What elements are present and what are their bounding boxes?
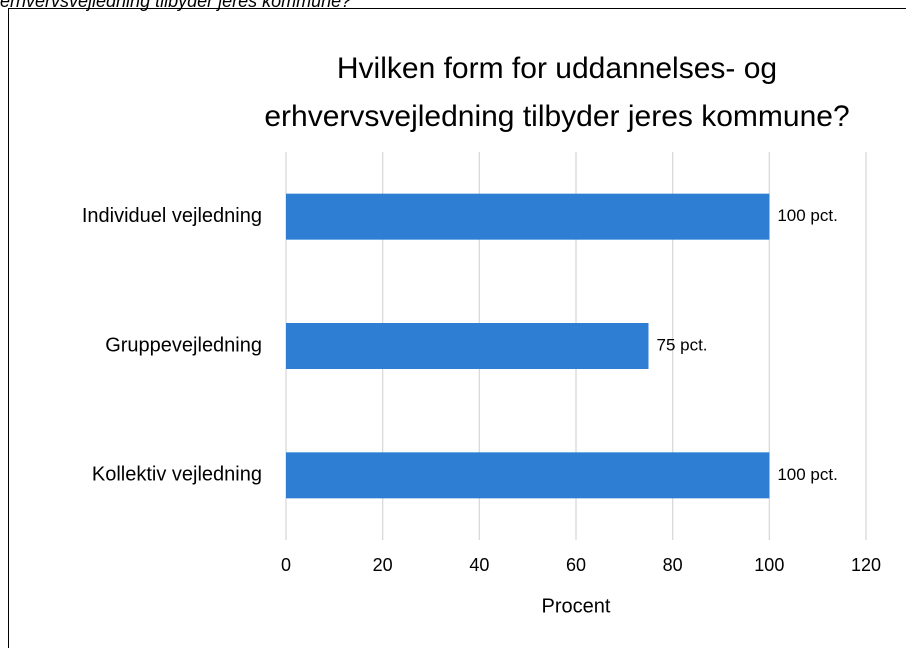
bar bbox=[286, 193, 770, 240]
marks: 0 20 40 60 80 100 120 Individuel vejledning 100 … bbox=[82, 193, 881, 575]
value-label: 100 pct. bbox=[777, 206, 838, 225]
chart-title: Hvilken form for uddannelses- og bbox=[337, 52, 777, 85]
x-tick-label: 60 bbox=[566, 555, 586, 575]
value-label: 100 pct. bbox=[777, 465, 838, 484]
y-tick-label: Gruppevejledning bbox=[105, 334, 262, 356]
value-label: 75 pct. bbox=[657, 335, 708, 354]
x-tick-label: 100 bbox=[754, 555, 784, 575]
caption: erhvervsvejledning tilbyder jeres kommun… bbox=[0, 0, 351, 11]
x-tick-label: 80 bbox=[663, 555, 683, 575]
bar bbox=[286, 452, 770, 499]
x-tick-label: 20 bbox=[373, 555, 393, 575]
x-tick-label: 120 bbox=[851, 555, 881, 575]
x-tick-label: 40 bbox=[469, 555, 489, 575]
y-tick-label: Kollektiv vejledning bbox=[92, 464, 262, 486]
chart-title: erhvervsvejledning tilbyder jeres kommun… bbox=[264, 100, 849, 133]
bar bbox=[286, 323, 649, 369]
x-axis-label: Procent bbox=[542, 595, 611, 617]
x-tick-label: 0 bbox=[281, 555, 291, 575]
y-tick-label: Individuel vejledning bbox=[82, 205, 262, 227]
